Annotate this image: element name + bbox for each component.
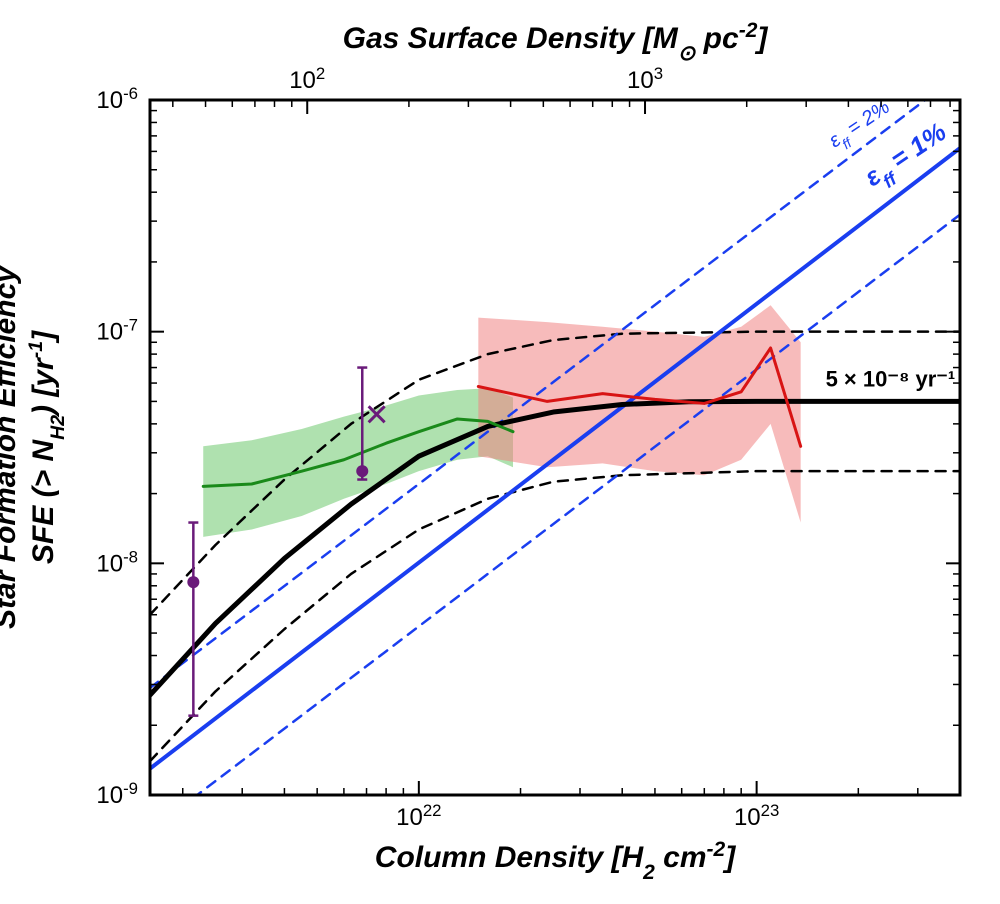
sfe-chart: εff = 2%εff = 1%5 × 10⁻⁸ yr⁻¹10221023102… <box>0 0 1000 904</box>
svg-text:Star Formation Efficiency: Star Formation Efficiency <box>0 265 22 629</box>
chart-annotation: 5 × 10⁻⁸ yr⁻¹ <box>826 366 956 391</box>
